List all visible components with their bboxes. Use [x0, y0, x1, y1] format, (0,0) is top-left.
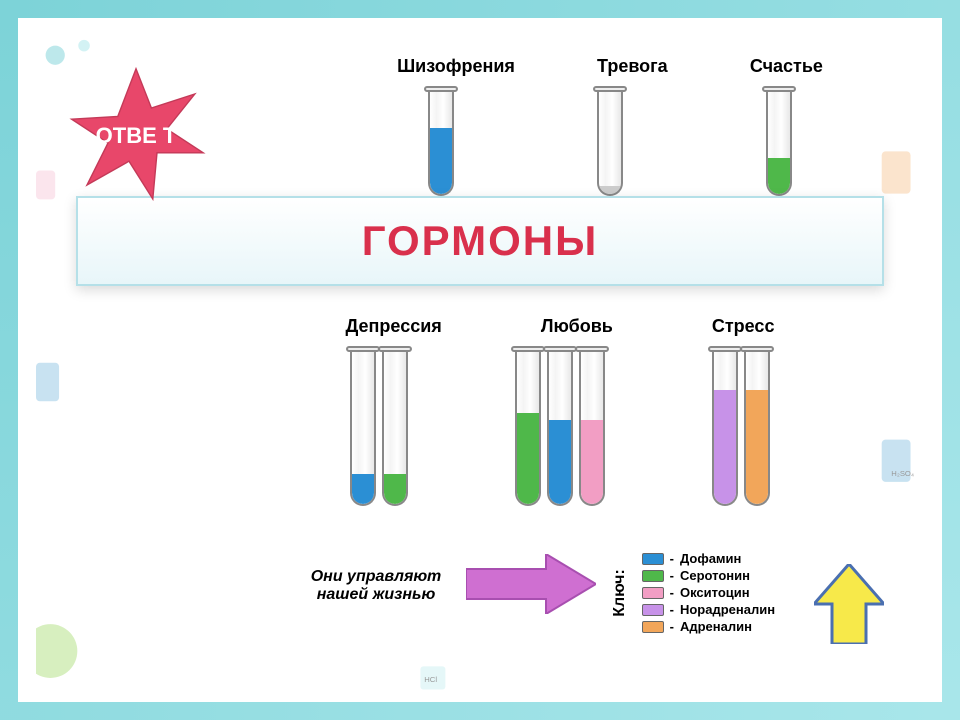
mid-labels-row: Депрессия Любовь Стресс	[296, 316, 824, 337]
test-tube	[766, 86, 792, 196]
nav-up-arrow-icon[interactable]	[814, 564, 884, 644]
test-tube	[350, 346, 376, 506]
tube-group	[515, 346, 605, 506]
test-tube	[428, 86, 454, 196]
svg-text:H₂SO₄: H₂SO₄	[891, 469, 914, 478]
svg-text:HCl: HCl	[424, 675, 437, 684]
test-tube	[597, 86, 623, 196]
title-bar: ГОРМОНЫ	[76, 196, 884, 286]
legend-label: Дофамин	[680, 551, 741, 566]
label-love: Любовь	[541, 316, 613, 337]
legend-items: -Дофамин -Серотонин -Окситоцин -Норадренали…	[642, 551, 775, 634]
legend-swatch	[642, 587, 664, 599]
star-label: ОТВЕ Т	[96, 124, 177, 148]
tube-group	[350, 346, 408, 506]
top-tubes-row	[356, 86, 864, 196]
legend-swatch	[642, 604, 664, 616]
label-anxiety: Тревога	[597, 56, 668, 77]
legend-label: Серотонин	[680, 568, 750, 583]
arrow-right-icon	[466, 554, 596, 614]
legend-item: -Норадреналин	[642, 602, 775, 617]
legend-swatch	[642, 621, 664, 633]
test-tube	[744, 346, 770, 506]
legend-swatch	[642, 570, 664, 582]
legend-item: -Дофамин	[642, 551, 775, 566]
test-tube	[579, 346, 605, 506]
legend: Ключ: -Дофамин -Серотонин -Окситоцин -Норад…	[596, 551, 775, 634]
test-tube	[712, 346, 738, 506]
test-tube	[547, 346, 573, 506]
page-title: ГОРМОНЫ	[362, 217, 599, 265]
tube-group	[712, 346, 770, 506]
legend-swatch	[642, 553, 664, 565]
legend-label: Окситоцин	[680, 585, 750, 600]
mid-tubes-row	[296, 346, 824, 516]
top-labels-row: Шизофрения Тревога Счастье	[356, 56, 864, 77]
legend-item: -Серотонин	[642, 568, 775, 583]
legend-label: Норадреналин	[680, 602, 775, 617]
chemistry-frame: H₂SO₄ HCl ОТВЕ Т Шизофрения Тревога Счас…	[0, 0, 960, 720]
test-tube	[515, 346, 541, 506]
legend-item: -Окситоцин	[642, 585, 775, 600]
label-stress: Стресс	[712, 316, 775, 337]
legend-title: Ключ:	[611, 569, 629, 617]
label-happiness: Счастье	[750, 56, 823, 77]
test-tube	[382, 346, 408, 506]
answer-star: ОТВЕ Т	[66, 66, 206, 206]
legend-label: Адреналин	[680, 619, 752, 634]
label-schizophrenia: Шизофрения	[397, 56, 515, 77]
legend-item: -Адреналин	[642, 619, 775, 634]
label-depression: Депрессия	[346, 316, 442, 337]
content-area: H₂SO₄ HCl ОТВЕ Т Шизофрения Тревога Счас…	[36, 36, 924, 684]
bottom-caption: Они управляют нашей жизнью	[296, 568, 456, 604]
